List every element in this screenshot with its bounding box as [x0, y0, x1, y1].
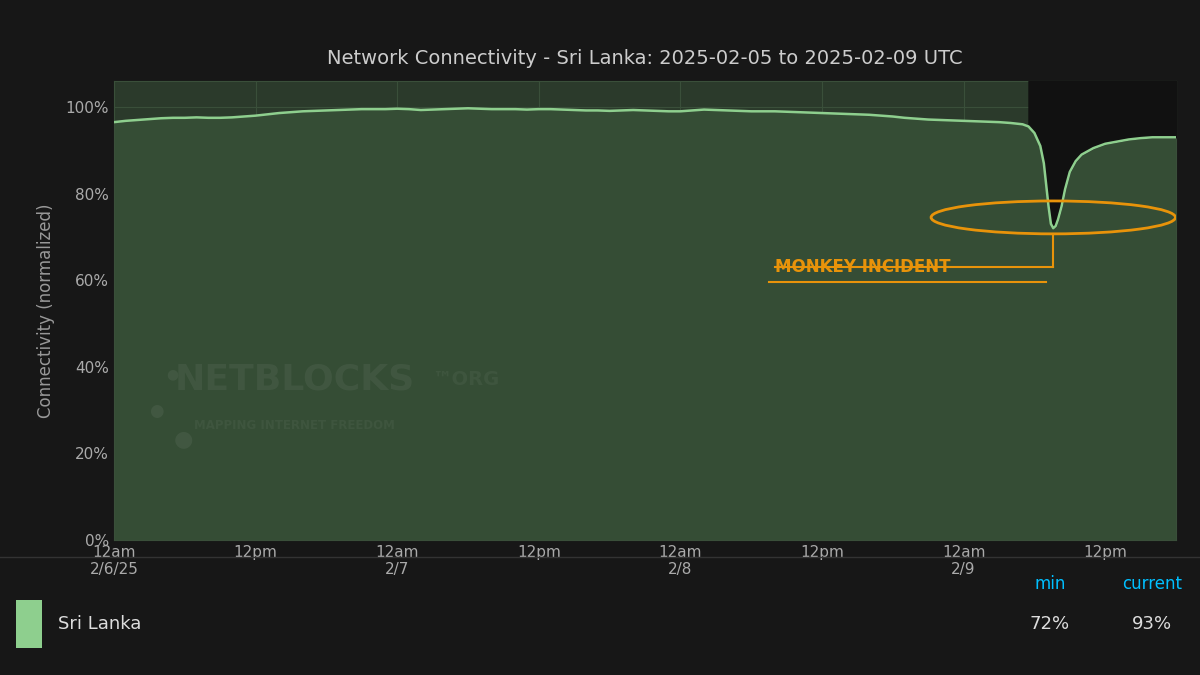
- Text: ™ORG: ™ORG: [433, 370, 500, 389]
- Text: ●: ●: [149, 402, 163, 421]
- Y-axis label: Connectivity (normalized): Connectivity (normalized): [36, 203, 54, 418]
- Text: min: min: [1034, 575, 1066, 593]
- Text: current: current: [1122, 575, 1182, 593]
- Text: MONKEY INCIDENT: MONKEY INCIDENT: [775, 259, 950, 276]
- Text: NETBLOCKS: NETBLOCKS: [174, 362, 415, 396]
- Title: Network Connectivity - Sri Lanka: 2025-02-05 to 2025-02-09 UTC: Network Connectivity - Sri Lanka: 2025-0…: [328, 49, 962, 68]
- Text: 72%: 72%: [1030, 615, 1070, 633]
- Text: ●: ●: [173, 429, 193, 449]
- Bar: [16, 599, 42, 648]
- Text: Sri Lanka: Sri Lanka: [58, 615, 140, 633]
- Text: 93%: 93%: [1132, 615, 1172, 633]
- Text: ●: ●: [167, 368, 179, 382]
- Text: MAPPING INTERNET FREEDOM: MAPPING INTERNET FREEDOM: [194, 418, 395, 432]
